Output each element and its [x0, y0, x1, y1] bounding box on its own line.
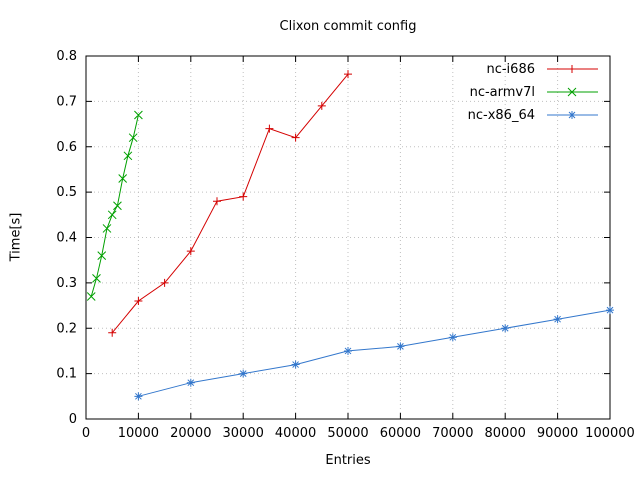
series-markers-nc-x86_64 — [134, 306, 614, 401]
x-tick-label: 50000 — [327, 426, 368, 441]
x-axis-label: Entries — [325, 453, 371, 468]
y-axis-label: Time[s] — [8, 212, 24, 262]
x-tick-label: 0 — [82, 426, 90, 441]
legend-sample-marker — [568, 65, 576, 73]
series-line-nc-x86_64 — [138, 309, 611, 397]
x-tick-label: 10000 — [118, 426, 159, 441]
legend-entry: nc-armv7l — [470, 83, 600, 101]
y-tick-label: 0.3 — [56, 276, 77, 291]
legend: nc-i686 nc-armv7l nc-x86_64 — [468, 60, 600, 124]
series-markers-nc-armv7l — [86, 110, 143, 301]
plot-border — [85, 55, 611, 420]
legend-sample-marker — [568, 111, 576, 119]
x-tick-label: 90000 — [537, 426, 578, 441]
y-tick-label: 0.8 — [56, 49, 77, 64]
legend-label: nc-armv7l — [469, 84, 535, 100]
x-tick-label: 70000 — [432, 426, 473, 441]
x-tick-label: 20000 — [170, 426, 211, 441]
y-tick-label: 0.6 — [56, 140, 77, 155]
x-tick-label: 30000 — [223, 426, 264, 441]
legend-entry: nc-i686 — [486, 60, 600, 78]
y-tick-label: 0.4 — [56, 231, 77, 246]
y-tick-label: 0.2 — [56, 321, 77, 336]
legend-label: nc-x86_64 — [467, 107, 535, 123]
legend-entry: nc-x86_64 — [468, 106, 600, 124]
y-tick-label: 0.5 — [56, 185, 77, 200]
legend-line-sample — [547, 87, 598, 97]
y-tick-label: 0.1 — [56, 367, 77, 382]
chart-title: Clixon commit config — [279, 19, 417, 34]
x-tick-label: 40000 — [275, 426, 316, 441]
y-tick-label: 0.7 — [56, 94, 77, 109]
series-line-nc-i686 — [111, 73, 349, 334]
series-line-nc-armv7l — [90, 114, 139, 297]
x-tick-label: 60000 — [380, 426, 421, 441]
x-tick-label: 100000 — [585, 426, 635, 441]
legend-label: nc-i686 — [486, 61, 535, 77]
legend-line-sample — [547, 65, 598, 73]
series-markers-nc-i686 — [108, 70, 352, 337]
legend-sample-marker — [567, 87, 577, 97]
legend-line-sample — [547, 111, 598, 119]
y-tick-label: 0 — [69, 412, 77, 427]
x-tick-label: 80000 — [485, 426, 526, 441]
